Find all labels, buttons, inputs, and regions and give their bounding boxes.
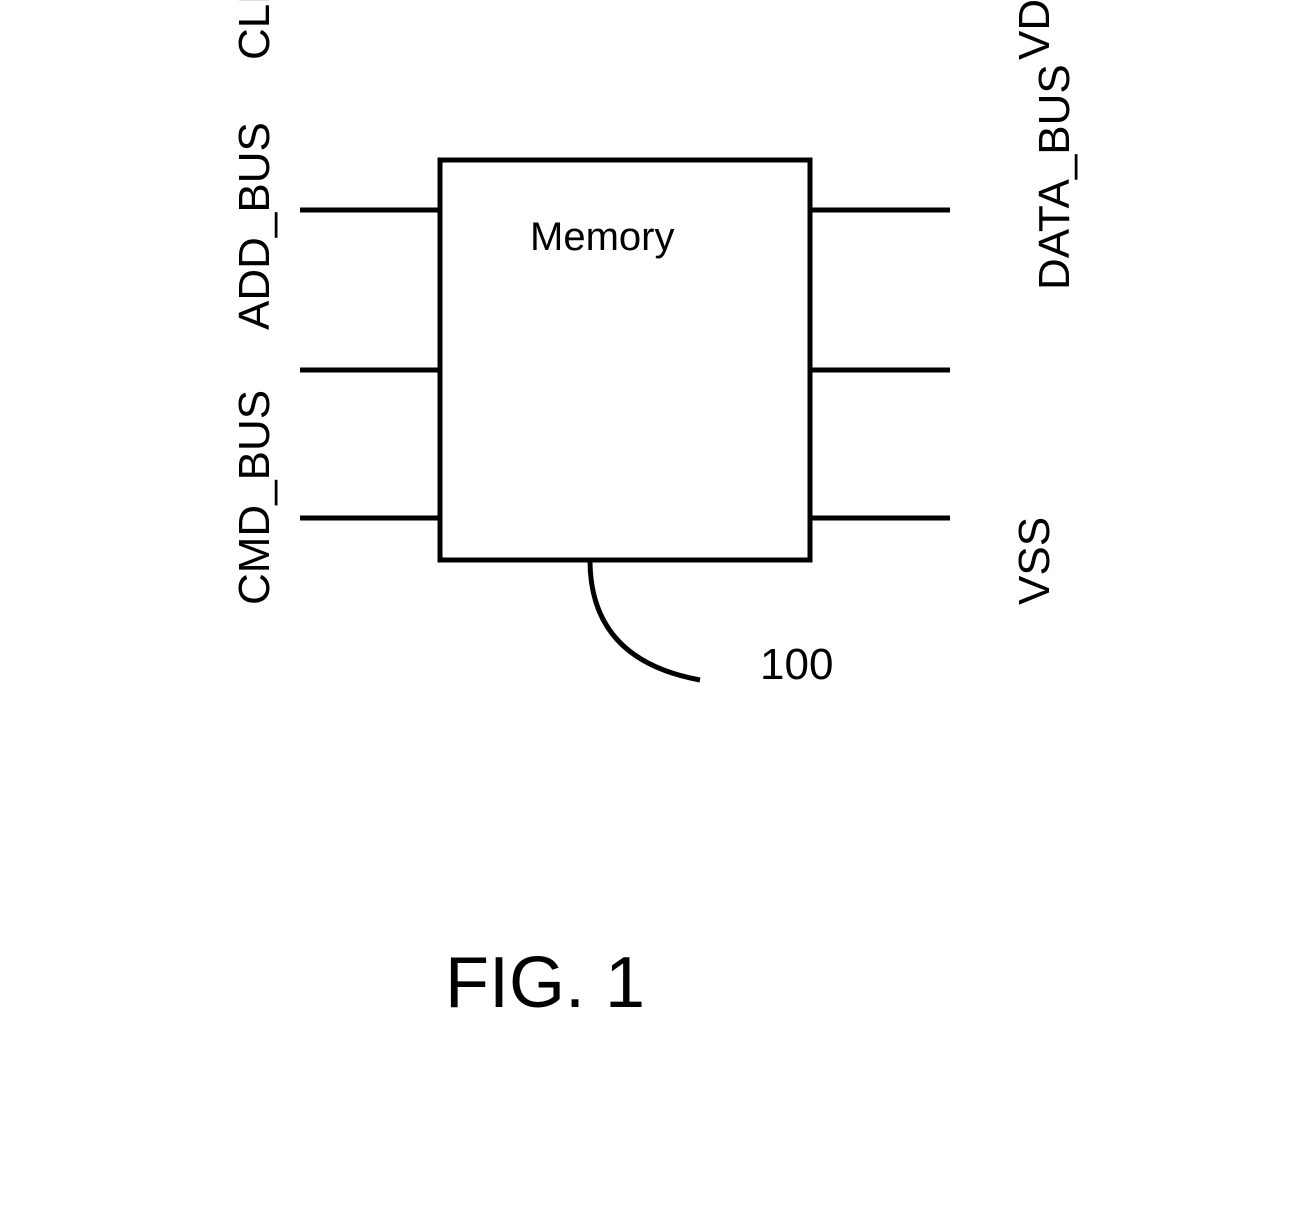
figure-label: FIG. 1 [445,942,645,1024]
diagram-canvas: Memory CLKADD_BUSCMD_BUS VDDDATA_BUSVSS … [0,0,1291,1229]
right-signal-label-vss: VSS [1010,517,1060,605]
right-signal-label-data_bus: DATA_BUS [1030,64,1080,290]
left-signal-label-clk: CLK [230,0,280,60]
left-signal-lines [300,210,440,518]
right-signal-label-vdd: VDD [1010,0,1060,60]
left-signal-label-cmd_bus: CMD_BUS [230,390,280,605]
left-signal-label-add_bus: ADD_BUS [230,122,280,330]
reference-leader [590,560,700,680]
right-signal-lines [810,210,950,518]
reference-number: 100 [760,640,833,690]
memory-block-label: Memory [530,215,674,260]
diagram-svg [0,0,1291,1229]
